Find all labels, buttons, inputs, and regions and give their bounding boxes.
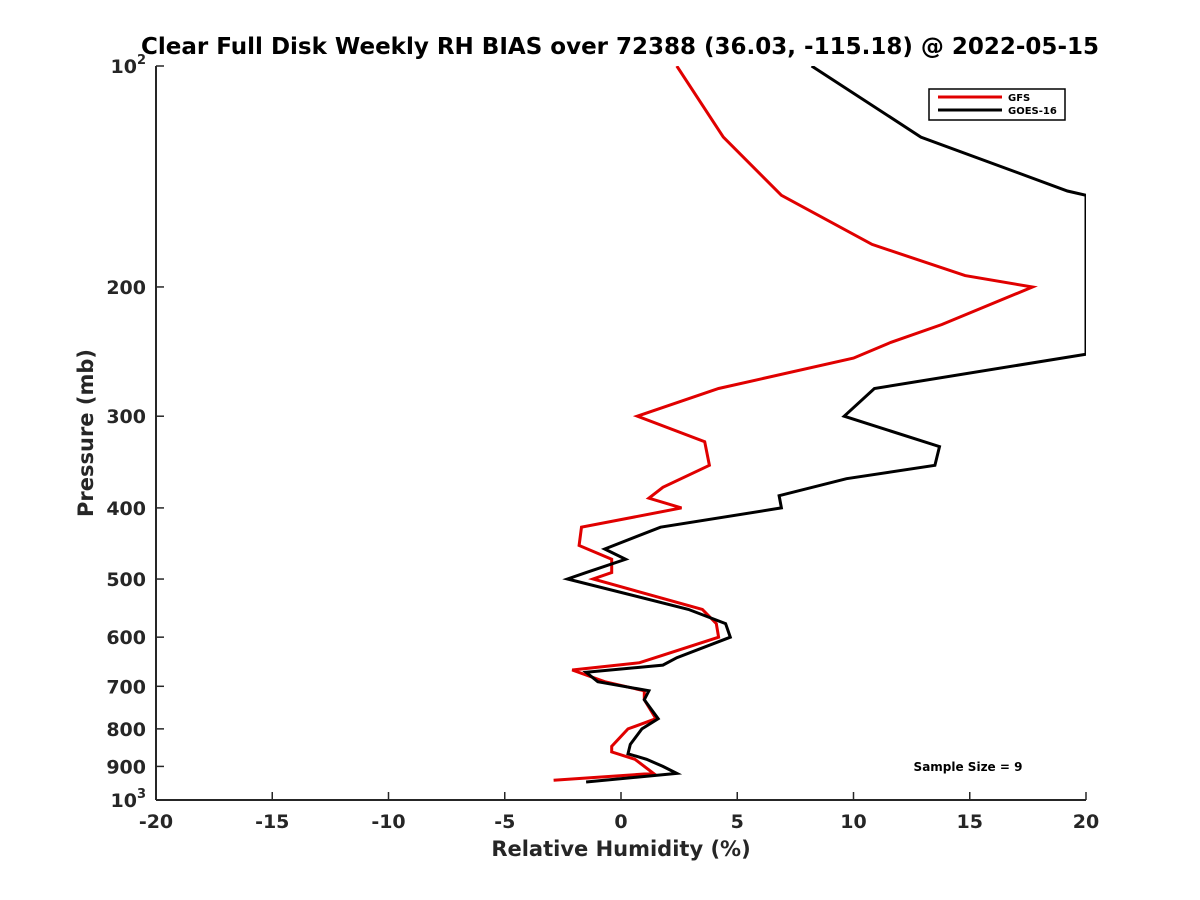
y-tick-label: 700 xyxy=(106,676,146,698)
x-axis-ticks: -20 -15 -10 -5 0 5 10 15 20 xyxy=(139,792,1099,833)
legend: GFS GOES-16 xyxy=(928,88,1066,121)
y-axis-ticks: 102 200 300 400 500 600 700 800 900 103 xyxy=(106,53,164,812)
x-tick-label: 10 xyxy=(840,811,866,833)
x-tick-label: 20 xyxy=(1073,811,1099,833)
y-tick-label: 200 xyxy=(106,277,146,299)
x-tick-label: 5 xyxy=(731,811,744,833)
series-layer xyxy=(553,66,1086,784)
y-tick-label: 800 xyxy=(106,719,146,741)
x-tick-label: 0 xyxy=(614,811,627,833)
y-tick-label: 103 xyxy=(111,787,147,812)
series-line-goes16 xyxy=(562,66,1086,784)
y-tick-label: 300 xyxy=(106,406,146,428)
x-tick-label: -20 xyxy=(139,811,173,833)
y-tick-label: 102 xyxy=(111,53,147,78)
y-tick-label: 600 xyxy=(106,627,146,649)
x-axis-label: Relative Humidity (%) xyxy=(491,837,750,861)
legend-box xyxy=(928,88,1066,121)
x-tick-label: -5 xyxy=(494,811,515,833)
legend-label-goes16: GOES-16 xyxy=(1008,106,1057,117)
legend-label-gfs: GFS xyxy=(1008,93,1030,104)
y-tick-label: 400 xyxy=(106,498,146,520)
y-tick-label: 900 xyxy=(106,756,146,778)
sample-size-annotation: Sample Size = 9 xyxy=(914,760,1023,774)
chart-title: Clear Full Disk Weekly RH BIAS over 7238… xyxy=(141,34,1099,60)
y-tick-label: 500 xyxy=(106,569,146,591)
x-tick-label: -10 xyxy=(371,811,405,833)
x-tick-label: -15 xyxy=(255,811,289,833)
y-axis-label: Pressure (mb) xyxy=(74,349,98,517)
x-tick-label: 15 xyxy=(957,811,983,833)
